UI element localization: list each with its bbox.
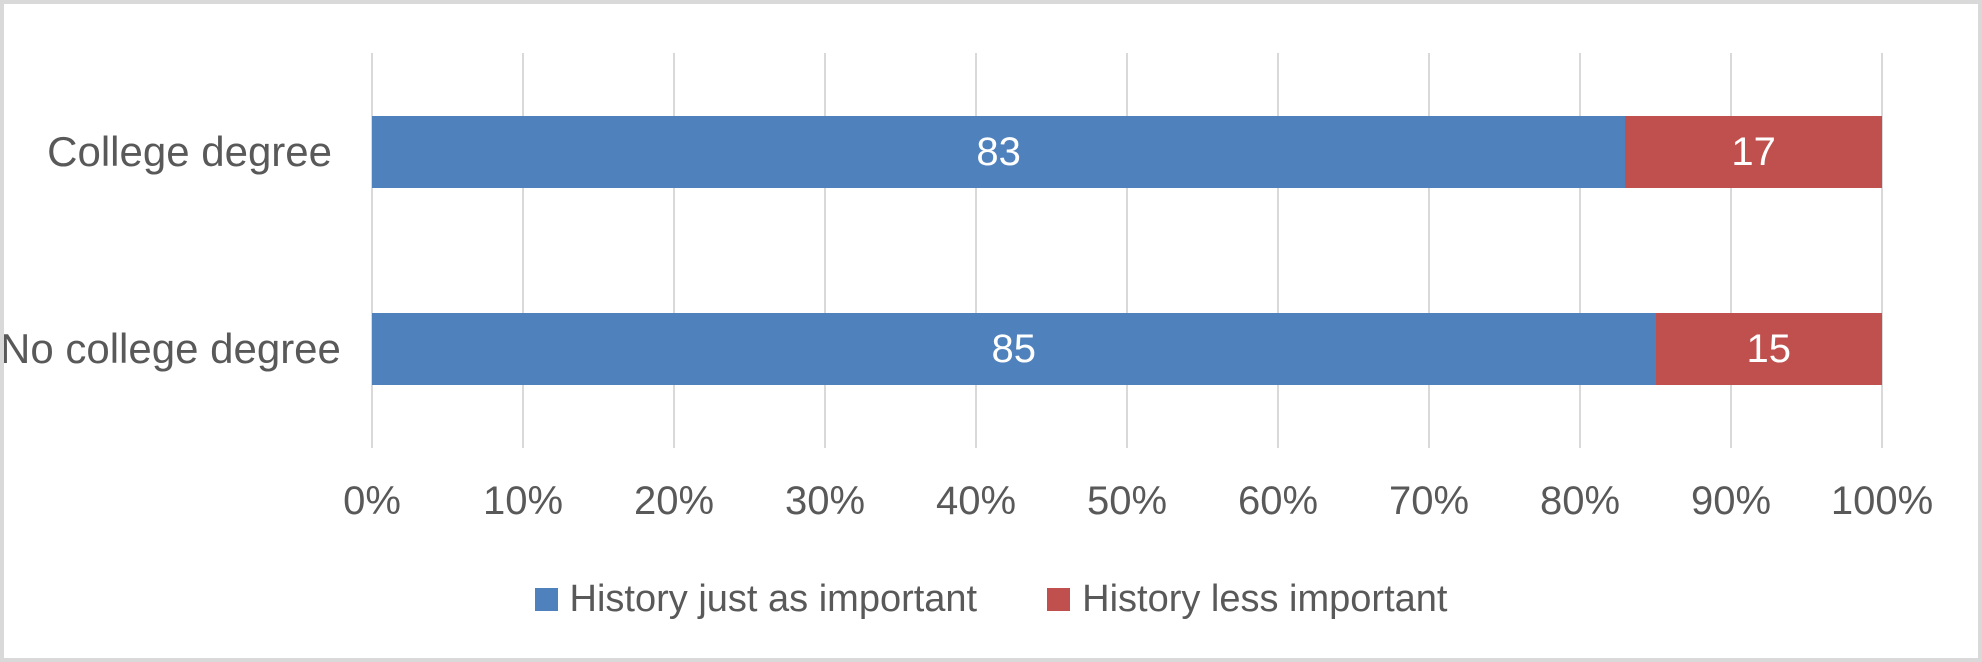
x-tick-label: 20% (633, 479, 715, 523)
x-tick-label: 90% (1690, 479, 1772, 523)
gridline (975, 53, 977, 448)
plot-area: 83 17 85 15 (371, 53, 1883, 448)
legend: History just as important History less im… (0, 578, 1982, 621)
x-tick-label: 30% (784, 479, 866, 523)
bar-segment: 15 (1655, 313, 1882, 386)
gridline (1881, 53, 1883, 448)
x-tick-label: 10% (482, 479, 564, 523)
gridline (522, 53, 524, 448)
x-tick-label: 60% (1237, 479, 1319, 523)
gridline (824, 53, 826, 448)
gridline (1730, 53, 1732, 448)
legend-swatch (1047, 588, 1071, 611)
gridline (1579, 53, 1581, 448)
legend-swatch (534, 588, 558, 611)
legend-label: History just as important (569, 578, 978, 620)
bar-segment: 17 (1625, 115, 1882, 188)
bar-segment: 85 (372, 313, 1656, 386)
gridline (371, 53, 373, 448)
legend-label: History less important (1082, 578, 1448, 620)
bar-row: 85 15 (372, 313, 1882, 386)
x-tick-label: 70% (1388, 479, 1470, 523)
gridline (1277, 53, 1279, 448)
x-tick-label: 100% (1830, 479, 1934, 523)
x-tick-label: 80% (1539, 479, 1621, 523)
legend-item: History just as important (534, 578, 978, 621)
legend-item: History less important (1047, 578, 1447, 621)
bar-segment: 83 (372, 115, 1626, 188)
category-label: College degree (47, 127, 332, 175)
bar-value-label: 83 (976, 129, 1021, 174)
bar-value-label: 15 (1746, 327, 1792, 372)
x-tick-label: 40% (935, 479, 1017, 523)
bar-value-label: 17 (1731, 129, 1776, 174)
category-label: No college degree (0, 325, 341, 373)
gridline (1126, 53, 1128, 448)
x-tick-label: 50% (1086, 479, 1168, 523)
bar-row: 83 17 (372, 115, 1882, 188)
x-tick-label: 0% (343, 479, 401, 523)
gridline (1428, 53, 1430, 448)
bar-value-label: 85 (991, 327, 1037, 372)
gridline (673, 53, 675, 448)
